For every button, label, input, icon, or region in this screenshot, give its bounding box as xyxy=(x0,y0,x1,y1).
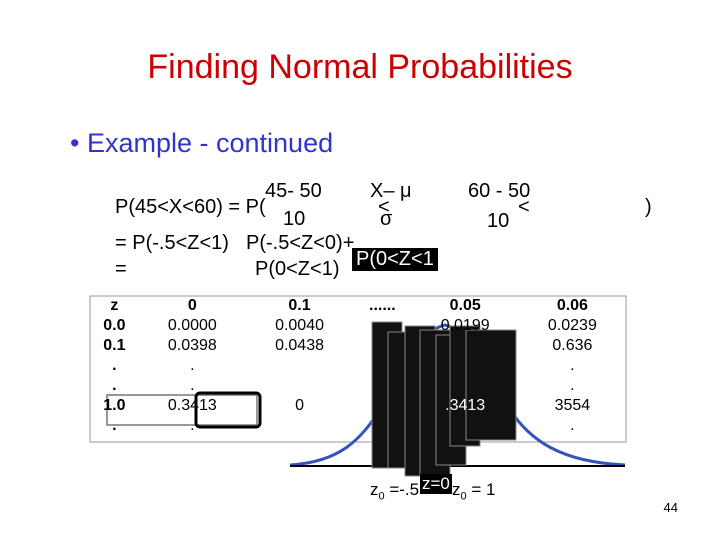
header-cell: 0.1 xyxy=(288,297,311,314)
bell-curve xyxy=(289,323,626,467)
row-label: 0.1 xyxy=(103,337,126,354)
equation: < xyxy=(518,196,530,218)
equation: X– μ xyxy=(370,180,412,202)
table-cell: . xyxy=(190,377,195,394)
table-cell xyxy=(412,356,519,376)
equation: ) xyxy=(645,196,652,218)
table-row: ... xyxy=(90,356,626,376)
table-row: 1.0 0.3413 0.3413 3554 xyxy=(90,396,626,416)
equation: 60 - 50 xyxy=(468,180,531,202)
table-cell: . xyxy=(190,357,195,374)
equation: 10 xyxy=(283,208,306,230)
label-subscript: 0 xyxy=(378,490,385,503)
table-cell xyxy=(353,316,411,336)
table-cell: . xyxy=(570,357,575,374)
table-row: 0.0 0.0000 0.0040 0.0199 0.0239 xyxy=(90,316,626,336)
equation: σ xyxy=(380,208,393,230)
row-label: . xyxy=(112,357,117,374)
table-cell: . xyxy=(190,417,195,434)
table-row: ... xyxy=(90,376,626,396)
header-cell: z xyxy=(110,297,119,314)
table-cell: 0.3413 xyxy=(167,397,217,414)
table-cell: .3413 xyxy=(445,397,486,414)
table-frame xyxy=(89,295,627,443)
row-label: 0.0 xyxy=(103,317,126,334)
page-number: 44 xyxy=(663,500,678,515)
table-cell: 0.0040 xyxy=(275,317,324,334)
equation: P(0<Z<1) xyxy=(255,258,340,280)
table-cell xyxy=(246,416,353,436)
table-cell xyxy=(353,376,411,396)
table-cell: 0 xyxy=(295,397,304,414)
equation: 10 xyxy=(487,210,510,232)
label-subscript: 0 xyxy=(460,490,467,503)
row-label: 1.0 xyxy=(103,397,126,414)
table-cell: . xyxy=(570,417,575,434)
label-text: = 1 xyxy=(466,480,496,499)
table-row: 0.1 0.0398 0.0438 0.636 xyxy=(90,336,626,356)
equation: P(-.5<Z<0)+ xyxy=(246,232,355,254)
row-label: . xyxy=(112,417,117,434)
table-cell xyxy=(412,336,519,356)
table-cell xyxy=(353,416,411,436)
bullet-text: Example - continued xyxy=(86,128,334,158)
header-cell: 0.05 xyxy=(449,297,481,314)
table-cell: . xyxy=(570,377,575,394)
figure-label: z0 =-.5 xyxy=(370,480,419,502)
equation: = P(-.5<Z<1) xyxy=(115,232,229,254)
table-cell: 3554 xyxy=(554,397,591,414)
table-cell: 0.0398 xyxy=(167,337,217,354)
header-cell: 0.06 xyxy=(556,297,588,314)
header-row: z 0 0.1...... 0.05 0.06 xyxy=(90,296,626,316)
table-cell xyxy=(246,376,353,396)
title: Finding Normal Probabilities xyxy=(147,48,573,86)
equation: < xyxy=(378,196,390,218)
equation: 45- 50 xyxy=(265,180,322,202)
header-cell: ...... xyxy=(369,297,396,314)
row-label: . xyxy=(112,377,117,394)
table-cell xyxy=(412,416,519,436)
table-cell xyxy=(246,356,353,376)
table-cell: 0.0239 xyxy=(547,317,597,334)
label-symbol: z xyxy=(370,480,379,499)
table-cell xyxy=(353,356,411,376)
table-cell: 0.0438 xyxy=(275,337,324,354)
equation: P(0<Z<1 xyxy=(352,248,438,271)
bullet: • Example - continued xyxy=(70,128,334,158)
table-cell xyxy=(412,376,519,396)
table-row: ... xyxy=(90,416,626,436)
label-symbol: z xyxy=(452,480,461,499)
table-cell: 0.0000 xyxy=(167,317,217,334)
equation: = xyxy=(115,258,127,280)
table-cell: 0.0199 xyxy=(440,317,490,334)
shaded-area xyxy=(371,321,517,477)
table-cell xyxy=(353,336,411,356)
row-highlight xyxy=(106,394,258,426)
z-table: z 0 0.1...... 0.05 0.06 0.0 0.0000 0.0040 0.0199… xyxy=(90,296,626,436)
figure-label: z0 = 1 xyxy=(452,480,495,502)
figure-label: z=0 xyxy=(420,474,452,494)
label-text: =-.5 xyxy=(384,480,420,499)
table-cell xyxy=(353,396,411,416)
equation: P(45<X<60) = P( xyxy=(115,196,266,218)
header-cell: 0 xyxy=(187,297,197,314)
table-cell: 0.636 xyxy=(552,337,593,354)
cell-highlight xyxy=(194,391,262,429)
